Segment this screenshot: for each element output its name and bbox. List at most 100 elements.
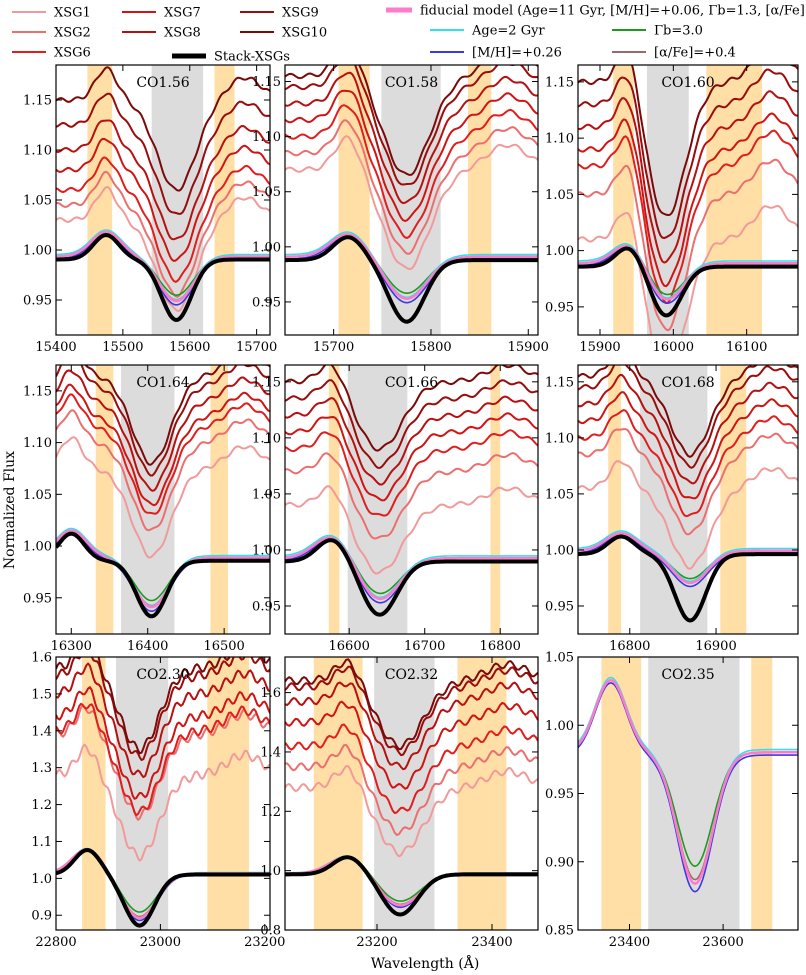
y-tick-label: 1.15 xyxy=(23,384,52,399)
series-xsg6 xyxy=(56,156,270,283)
x-tick-label: 23200 xyxy=(356,935,397,950)
legend-label-stack: Stack-XSGs xyxy=(214,50,290,65)
series-xsg9 xyxy=(56,365,270,477)
orange-band xyxy=(490,365,501,634)
panel-title: CO1.68 xyxy=(661,375,714,391)
legend-label-xsg8: XSG8 xyxy=(164,26,201,41)
gray-band xyxy=(648,657,740,930)
series-xsg2 xyxy=(56,170,270,298)
panel-title: CO2.30 xyxy=(136,667,189,683)
y-tick-label: 0.90 xyxy=(545,855,574,870)
orange-band xyxy=(328,365,340,634)
y-tick-label: 1.10 xyxy=(23,436,52,451)
y-tick-label: 1.05 xyxy=(23,194,52,209)
y-tick-label: 1.3 xyxy=(31,761,52,776)
series-xsg8 xyxy=(285,71,538,205)
orange-band xyxy=(210,365,228,634)
series-group xyxy=(285,658,538,917)
orange-band xyxy=(87,65,113,335)
series-xsg7 xyxy=(56,383,270,507)
series-xsg7 xyxy=(578,112,798,288)
panel-co1-64: 16300 16400 16500 0.95 1.00 1.05 1.10 1.15 CO1.6… xyxy=(23,364,271,654)
panel-title: CO1.64 xyxy=(136,375,189,391)
panel-title: CO1.66 xyxy=(385,375,438,391)
series-xsg8 xyxy=(578,90,798,264)
series-stack xyxy=(56,848,270,928)
panels: 15400 15500 15600 15700 0.95 1.00 1.05 1.10 1.15… xyxy=(23,64,799,950)
legend-label-xsg9: XSG9 xyxy=(282,6,319,21)
series-stack xyxy=(578,534,798,623)
y-tick-label: 0.95 xyxy=(545,599,574,614)
series-xsg2 xyxy=(285,452,538,540)
y-tick-label: 0.95 xyxy=(545,300,574,315)
legend-label-xsg6: XSG6 xyxy=(54,46,91,61)
y-tick-label: 1.00 xyxy=(23,244,52,259)
legend: XSG1 XSG2 XSG6 XSG7 XSG8 XSG9 XSG10 Stack-XSGs f… xyxy=(12,4,806,65)
panel-frame xyxy=(577,64,799,336)
panel-co1-56: 15400 15500 15600 15700 0.95 1.00 1.05 1.10 1.15… xyxy=(23,64,277,355)
y-tick-label: 0.95 xyxy=(545,787,574,802)
y-tick-label: 1.00 xyxy=(545,244,574,259)
series-xsg1 xyxy=(578,460,798,570)
y-axis-label: Normalized Flux xyxy=(2,451,18,569)
x-tick-label: 23600 xyxy=(702,935,743,950)
legend-label-xsg7: XSG7 xyxy=(164,6,201,21)
y-tick-label: 1.05 xyxy=(545,651,574,666)
series-xsg9 xyxy=(285,665,538,757)
series-xsg7 xyxy=(285,700,538,790)
series-xsg8 xyxy=(285,681,538,771)
x-tick-label: 16500 xyxy=(203,639,244,654)
x-tick-label: 16600 xyxy=(329,639,370,654)
x-axis-label: Wavelength (Å) xyxy=(371,954,480,972)
series-xsg2 xyxy=(285,119,538,255)
y-tick-label: 1.05 xyxy=(252,185,281,200)
y-tick-label: 0.8 xyxy=(260,924,281,939)
series-xsg10 xyxy=(285,365,538,452)
orange-band xyxy=(751,657,773,930)
series-xsg9 xyxy=(578,365,798,469)
series-age xyxy=(285,534,538,599)
orange-band xyxy=(207,657,250,930)
y-tick-label: 1.15 xyxy=(545,75,574,90)
y-tick-label: 1.0 xyxy=(260,864,281,879)
series-xsg6 xyxy=(285,104,538,239)
y-tick-label: 1.15 xyxy=(252,75,281,90)
series-xsg6 xyxy=(56,393,270,515)
series-xsg2 xyxy=(285,744,538,836)
series-xsg7 xyxy=(285,89,538,222)
panel-co1-66: 16600 16700 16800 0.95 1.00 1.05 1.10 1.15 CO1.6… xyxy=(252,364,539,654)
x-tick-label: 22800 xyxy=(35,935,76,950)
y-tick-label: 1.1 xyxy=(31,835,52,850)
series-xsg9 xyxy=(285,379,538,469)
series-xsg8 xyxy=(578,373,798,485)
series-xsg6 xyxy=(578,129,798,304)
panel-co2-32: 23200 23400 0.8 1.0 1.2 1.4 1.6 CO2.32 xyxy=(260,656,539,950)
x-tick-label: 23400 xyxy=(471,935,512,950)
series-group xyxy=(56,66,270,322)
orange-band xyxy=(613,65,634,335)
panel-co1-58: 15700 15800 15900 0.95 1.00 1.05 1.10 1.15 CO1.5… xyxy=(252,64,549,355)
x-tick-label: 15900 xyxy=(508,340,549,355)
series-xsg1 xyxy=(578,204,798,335)
y-tick-label: 1.15 xyxy=(23,94,52,109)
series-xsg8 xyxy=(285,395,538,486)
x-tick-label: 16700 xyxy=(404,639,445,654)
series-xsg9 xyxy=(56,657,270,761)
y-tick-label: 1.10 xyxy=(545,431,574,446)
series-xsg1 xyxy=(56,743,270,862)
x-tick-label: 15800 xyxy=(410,340,451,355)
y-tick-label: 0.95 xyxy=(252,599,281,614)
series-fiducial xyxy=(578,531,798,585)
y-tick-label: 1.15 xyxy=(252,375,281,390)
y-tick-label: 1.4 xyxy=(260,745,281,760)
legend-label-age: Age=2 Gyr xyxy=(471,24,545,39)
series-xsg6 xyxy=(578,409,798,518)
x-tick-label: 16300 xyxy=(51,639,92,654)
x-tick-label: 15700 xyxy=(236,340,277,355)
y-tick-label: 1.00 xyxy=(23,540,52,555)
panel-frame xyxy=(577,364,799,635)
series-group xyxy=(578,365,798,623)
x-tick-label: 16800 xyxy=(480,639,521,654)
y-tick-label: 1.2 xyxy=(31,798,52,813)
